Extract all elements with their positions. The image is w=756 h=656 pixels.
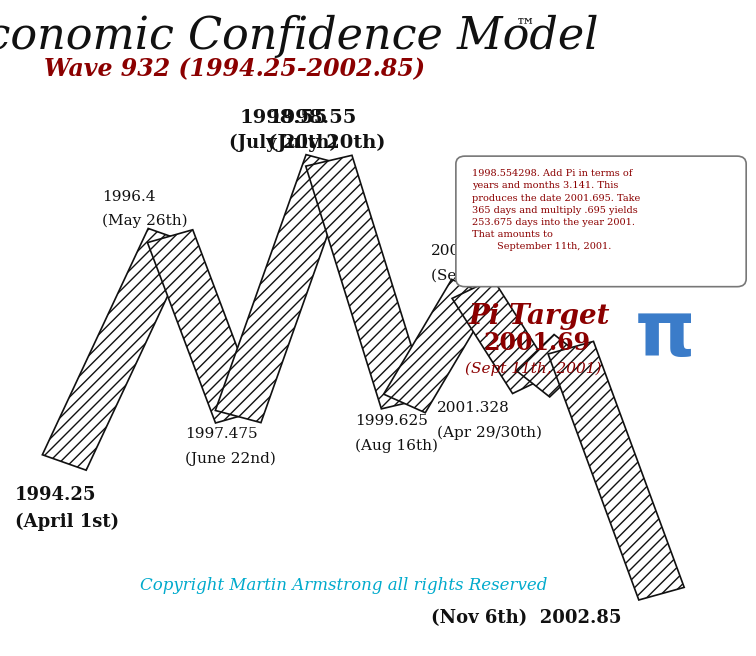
FancyBboxPatch shape <box>456 156 746 287</box>
Text: (Aug 16th): (Aug 16th) <box>355 439 438 453</box>
Text: (June 22nd): (June 22nd) <box>185 452 276 466</box>
Text: Copyright Martin Armstrong all rights Reserved: Copyright Martin Armstrong all rights Re… <box>140 577 547 594</box>
Text: 1998.554298. Add Pi in terms of
years and months 3.141. This
produces the date 2: 1998.554298. Add Pi in terms of years an… <box>472 169 641 251</box>
Text: Wave 932 (1994.25-2002.85): Wave 932 (1994.25-2002.85) <box>44 57 425 81</box>
Polygon shape <box>516 335 587 397</box>
Text: 2000.7: 2000.7 <box>431 243 485 258</box>
Text: 1994.25: 1994.25 <box>15 486 97 504</box>
Text: (July 20th): (July 20th) <box>268 134 386 152</box>
Text: (July 20th): (July 20th) <box>229 134 338 152</box>
Polygon shape <box>548 341 684 600</box>
Polygon shape <box>452 279 553 394</box>
Polygon shape <box>42 228 192 470</box>
Text: 1997.475: 1997.475 <box>185 427 258 441</box>
Text: Economic Confidence Model: Economic Confidence Model <box>0 14 599 58</box>
Text: (April 1st): (April 1st) <box>15 512 119 531</box>
Text: 1998.55: 1998.55 <box>268 109 357 127</box>
Text: 1998.55: 1998.55 <box>240 109 327 127</box>
Text: (May 26th): (May 26th) <box>102 214 187 228</box>
Text: (Sept 11th, 2001): (Sept 11th, 2001) <box>465 361 602 376</box>
Polygon shape <box>147 230 261 423</box>
Polygon shape <box>383 279 494 413</box>
Polygon shape <box>305 155 428 409</box>
Text: ™: ™ <box>516 18 535 37</box>
Text: 1999.625: 1999.625 <box>355 414 428 428</box>
Text: π: π <box>635 298 696 371</box>
Polygon shape <box>215 155 352 422</box>
Text: 2001.328: 2001.328 <box>437 401 510 415</box>
Text: 2001.69: 2001.69 <box>484 331 591 355</box>
Text: (Apr 29/30th): (Apr 29/30th) <box>437 426 542 440</box>
Text: 1996.4: 1996.4 <box>102 190 156 204</box>
Text: (Sep 12th): (Sep 12th) <box>431 268 513 283</box>
Text: Pi Target: Pi Target <box>469 302 610 330</box>
Text: (Nov 6th)  2002.85: (Nov 6th) 2002.85 <box>431 609 621 627</box>
